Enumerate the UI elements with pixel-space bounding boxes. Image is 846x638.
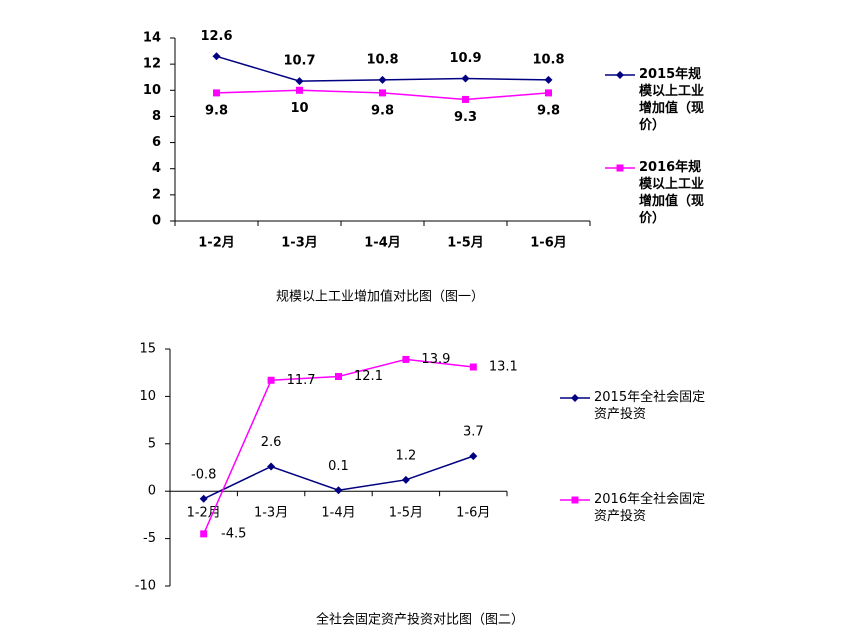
x-tick-label: 1-6月 (456, 506, 490, 521)
legend-marker (616, 71, 624, 79)
legend-label: 2016年规模以上工业增加值（现价） (639, 160, 705, 226)
data-label: 3.7 (463, 425, 484, 440)
legend-marker (571, 394, 579, 402)
marker (469, 363, 477, 371)
marker (267, 376, 275, 384)
data-label: 9.8 (205, 103, 228, 118)
data-label: 2.6 (261, 435, 282, 450)
marker (379, 89, 386, 97)
y-tick-label: 14 (143, 31, 161, 46)
chart: 0 2 4 6 8 10 12 14 1-2月 1-3月 1-4月 1-5月 1-6月 12.6 10.7 1… (143, 29, 635, 251)
marker (401, 475, 410, 484)
marker (462, 95, 469, 103)
legend-marker (571, 496, 579, 504)
data-label: 10.8 (366, 52, 398, 67)
marker (334, 486, 343, 495)
y-tick-label: 2 (152, 187, 161, 202)
x-tick-label: 1-6月 (530, 236, 567, 251)
marker (213, 89, 220, 97)
data-label: 0.1 (328, 459, 349, 474)
marker (335, 372, 342, 380)
data-label: 13.9 (421, 352, 450, 367)
chart: -10 -5 0 5 10 15 1-2月 1-3月 1-4月 1-5月 1-6月 -0.8 2.6 0.… (135, 342, 590, 594)
x-tick-label: 1-2月 (198, 236, 235, 251)
y-tick-label: 8 (152, 109, 161, 124)
data-label: 10.7 (283, 54, 315, 69)
x-tick-label: 1-5月 (447, 236, 484, 251)
data-label: 9.3 (454, 110, 477, 125)
legend-label: 2016年全社会固定资产投资 (594, 492, 706, 524)
data-label: 1.2 (396, 448, 417, 463)
marker (545, 89, 552, 97)
x-tick-label: 1-4月 (321, 506, 355, 521)
marker (212, 52, 221, 61)
y-tick-label: 0 (148, 484, 156, 499)
marker (378, 75, 387, 84)
data-label: 10.9 (449, 51, 481, 66)
chart-caption: 全社会固定资产投资对比图（图二） (316, 612, 524, 628)
marker (200, 530, 208, 538)
data-label: 12.1 (354, 369, 383, 384)
x-tick-label: 1-3月 (281, 236, 318, 251)
data-label: -0.8 (191, 467, 216, 482)
x-tick-label: 1-3月 (254, 506, 288, 521)
data-label: -4.5 (221, 526, 246, 541)
y-tick-label: 10 (139, 389, 156, 404)
y-tick-label: 5 (148, 436, 156, 451)
y-tick-label: 0 (152, 214, 161, 229)
x-tick-label: 1-2月 (187, 506, 221, 521)
marker (469, 452, 478, 461)
marker (295, 77, 304, 86)
data-label: 9.8 (371, 103, 394, 118)
x-tick-label: 1-5月 (389, 506, 423, 521)
x-tick-label: 1-4月 (364, 236, 401, 251)
legend-label: 2015年规模以上工业增加值（现价） (639, 67, 705, 133)
y-tick-label: 6 (152, 135, 161, 150)
chart-caption: 规模以上工业增加值对比图（图一） (276, 289, 484, 305)
data-label: 10.8 (532, 52, 564, 67)
data-label: 10 (290, 101, 308, 116)
marker (199, 494, 208, 503)
data-label: 12.6 (200, 29, 232, 44)
data-label: 11.7 (287, 373, 316, 388)
marker (544, 75, 553, 84)
marker (267, 462, 276, 471)
marker (461, 74, 470, 83)
legend-marker (616, 164, 624, 172)
y-tick-label: -5 (143, 531, 156, 546)
data-label: 9.8 (537, 103, 560, 118)
legend-label: 2015年全社会固定资产投资 (594, 390, 706, 422)
y-tick-label: 4 (152, 161, 161, 176)
data-label: 13.1 (489, 360, 518, 375)
y-tick-label: 15 (139, 342, 156, 357)
marker (296, 86, 303, 94)
y-tick-label: 12 (143, 57, 161, 72)
marker (402, 355, 410, 363)
y-tick-label: -10 (135, 579, 156, 594)
y-tick-label: 10 (143, 83, 161, 98)
